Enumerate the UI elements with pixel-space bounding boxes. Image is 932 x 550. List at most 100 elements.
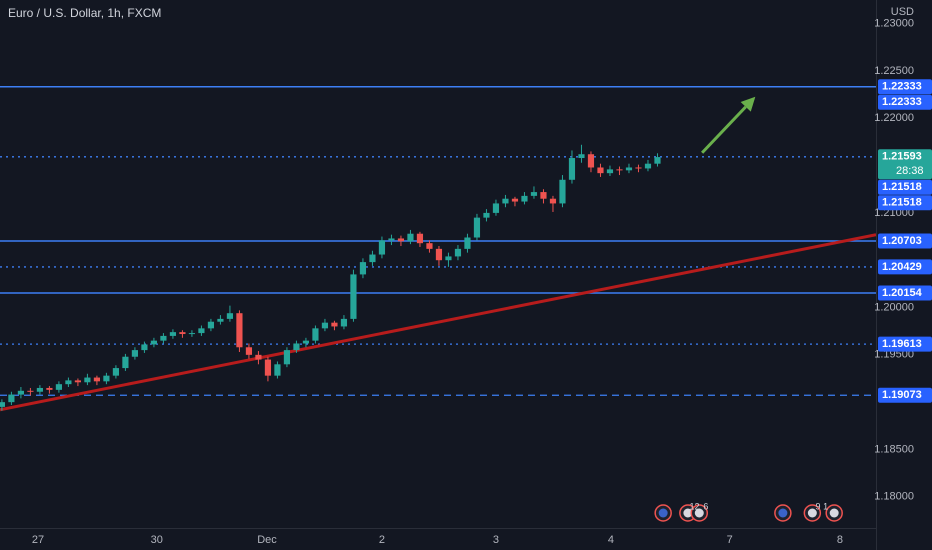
candle-body bbox=[198, 328, 205, 334]
candle-body bbox=[236, 313, 243, 348]
event-icon-inner bbox=[829, 508, 839, 518]
y-tick-label: 1.20000 bbox=[874, 301, 914, 313]
candle-body bbox=[264, 359, 272, 376]
y-tick-label: 1.18000 bbox=[874, 491, 914, 503]
candle-body bbox=[84, 377, 91, 383]
x-tick-label: 7 bbox=[727, 534, 733, 546]
event-label: 9 bbox=[816, 501, 821, 511]
candle-body bbox=[435, 248, 443, 261]
y-tick-label: 1.22500 bbox=[874, 65, 914, 77]
arrow-head bbox=[740, 96, 756, 112]
candle-body bbox=[245, 347, 253, 355]
x-tick-label: 4 bbox=[608, 534, 614, 546]
candle-body bbox=[283, 350, 291, 365]
price-badge-label: 1.20429 bbox=[882, 261, 922, 273]
event-icon-inner bbox=[658, 508, 668, 518]
candle-body bbox=[492, 203, 500, 213]
candle-body bbox=[388, 238, 395, 241]
price-badge bbox=[878, 387, 932, 403]
candle-body bbox=[625, 167, 633, 171]
candle-body bbox=[321, 322, 329, 329]
candle-body bbox=[473, 217, 481, 238]
candle-body bbox=[587, 154, 595, 168]
price-badge-label: 1.19073 bbox=[882, 389, 922, 401]
currency-label: USD bbox=[891, 6, 914, 18]
candle-body bbox=[217, 318, 224, 322]
current-price-badge bbox=[878, 149, 932, 180]
event-label: 12 bbox=[690, 501, 700, 511]
chart-title: Euro / U.S. Dollar, 1h, FXCM bbox=[8, 6, 161, 20]
candle-body bbox=[312, 328, 319, 341]
candle-body bbox=[340, 318, 348, 327]
candle-body bbox=[122, 356, 129, 369]
candle-body bbox=[160, 335, 167, 341]
candle-body bbox=[293, 343, 300, 351]
price-badge-label: 1.21518 bbox=[882, 197, 922, 209]
candle-body bbox=[511, 198, 519, 202]
price-badge-label: 1.22333 bbox=[882, 96, 922, 108]
x-tick-label: 30 bbox=[151, 534, 163, 546]
candle-body bbox=[359, 262, 367, 275]
candle-body bbox=[397, 238, 405, 242]
candle-body bbox=[27, 390, 34, 392]
candle-body bbox=[549, 198, 557, 204]
price-badge-label: 1.21518 bbox=[882, 181, 922, 193]
candle-body bbox=[207, 321, 215, 329]
candle-body bbox=[141, 344, 148, 351]
candle-body bbox=[179, 332, 186, 335]
price-badge-label: 1.20703 bbox=[882, 235, 922, 247]
candle-body bbox=[568, 158, 576, 180]
price-badge bbox=[878, 195, 932, 211]
candle-body bbox=[530, 192, 538, 196]
candle-body bbox=[378, 240, 386, 255]
candle-body bbox=[521, 195, 528, 202]
candle-body bbox=[331, 322, 338, 327]
arrow-shaft bbox=[701, 105, 747, 154]
candle-body bbox=[302, 340, 310, 344]
candle-body bbox=[350, 274, 357, 319]
price-badge bbox=[878, 259, 932, 275]
candle-body bbox=[483, 212, 490, 218]
price-badge bbox=[878, 79, 932, 95]
event-icon-inner bbox=[778, 508, 788, 518]
candle-body bbox=[150, 340, 158, 345]
candle-body bbox=[616, 169, 623, 171]
candle-body bbox=[540, 192, 547, 199]
candle-body bbox=[578, 154, 585, 159]
x-tick-label: Dec bbox=[257, 534, 277, 546]
candle-body bbox=[369, 254, 376, 263]
event-label: 6 bbox=[703, 501, 708, 511]
candle-body bbox=[502, 198, 509, 204]
y-tick-label: 1.18500 bbox=[874, 443, 914, 455]
candle-body bbox=[654, 157, 661, 164]
price-badge bbox=[878, 94, 932, 110]
candle-body bbox=[445, 256, 452, 261]
price-badge-label: 1.20154 bbox=[882, 287, 923, 299]
candle-body bbox=[131, 350, 139, 357]
candle-body bbox=[644, 163, 652, 169]
price-badge bbox=[878, 336, 932, 352]
candle-body bbox=[255, 354, 262, 360]
y-tick-label: 1.19500 bbox=[874, 349, 914, 361]
x-tick-label: 3 bbox=[493, 534, 499, 546]
candle-body bbox=[0, 402, 5, 407]
price-badge-label: 1.19613 bbox=[882, 338, 922, 350]
event-label: 1 bbox=[823, 501, 828, 511]
price-badge bbox=[878, 179, 932, 195]
price-badge bbox=[878, 233, 932, 249]
price-badge bbox=[878, 285, 932, 301]
candle-body bbox=[169, 332, 177, 336]
countdown-label: 28:38 bbox=[896, 165, 924, 177]
candle-body bbox=[74, 380, 81, 383]
candle-body bbox=[464, 237, 471, 249]
event-icon-inner bbox=[694, 508, 704, 518]
current-price-label: 1.21593 bbox=[882, 151, 922, 163]
y-tick-label: 1.22000 bbox=[874, 112, 914, 124]
candle-body bbox=[65, 380, 72, 385]
candle-body bbox=[635, 167, 642, 169]
candle-body bbox=[407, 233, 414, 242]
candle-body bbox=[606, 169, 614, 174]
candle-body bbox=[103, 375, 110, 382]
